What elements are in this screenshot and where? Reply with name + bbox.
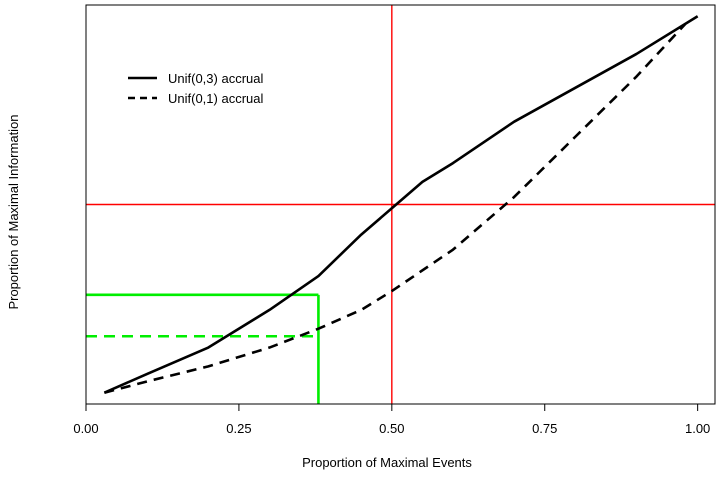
x-tick-label-0: 0.00 [73, 421, 98, 436]
legend-label-1: Unif(0,1) accrual [168, 91, 263, 106]
x-tick-label-3: 0.75 [532, 421, 557, 436]
axis-layer: 0.00 0.25 0.50 0.75 1.00 [73, 4, 716, 436]
x-tick-label-2: 0.50 [379, 421, 404, 436]
x-axis-label: Proportion of Maximal Events [302, 455, 472, 470]
series-line-0 [103, 15, 699, 394]
series-line-1 [104, 22, 687, 394]
legend: Unif(0,3) accrual Unif(0,1) accrual [128, 71, 263, 106]
plot-frame [85, 4, 716, 405]
y-axis-label: Proportion of Maximal Information [6, 114, 21, 309]
plot-layer [86, 5, 715, 404]
legend-label-0: Unif(0,3) accrual [168, 71, 263, 86]
x-tick-label-1: 0.25 [226, 421, 251, 436]
x-tick-label-4: 1.00 [685, 421, 710, 436]
